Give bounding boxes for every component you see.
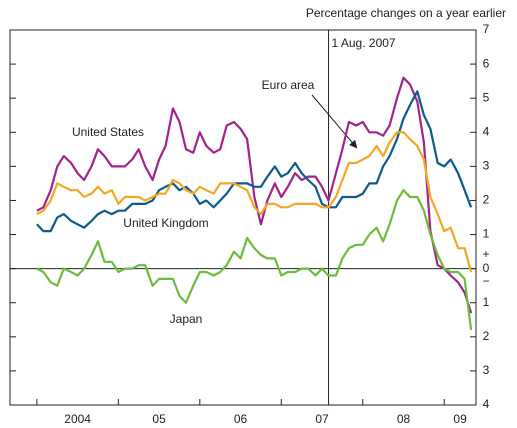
y-tick-label: 3: [483, 159, 490, 173]
x-tick-label: 09: [453, 412, 467, 426]
y-tick-label: 0: [483, 261, 490, 275]
minus-sign: −: [482, 274, 489, 288]
x-tick-label: 08: [397, 412, 411, 426]
y-tick-label: 4: [483, 397, 490, 411]
x-tick-label: 07: [315, 412, 329, 426]
y-tick-label: 1: [483, 227, 490, 241]
plus-sign: +: [482, 247, 489, 261]
series-line: [36, 90, 473, 233]
vline-label: 1 Aug. 2007: [332, 36, 396, 50]
series-label: Euro area: [262, 78, 315, 92]
x-tick-label: 2004: [64, 412, 91, 426]
y-tick-label: 2: [483, 193, 490, 207]
series-label: Japan: [170, 312, 203, 326]
y-tick-label: 3: [483, 363, 490, 377]
series-line: [36, 189, 473, 331]
y-tick-label: 1: [483, 295, 490, 309]
y-tick-label: 2: [483, 329, 490, 343]
x-tick-label: 06: [234, 412, 248, 426]
y-tick-label: 5: [483, 90, 490, 104]
series-line: [36, 131, 473, 273]
y-tick-label: 4: [483, 124, 490, 138]
series-label: United States: [72, 125, 144, 139]
series-line: [36, 76, 473, 314]
y-tick-label: 6: [483, 56, 490, 70]
x-tick-label: 05: [152, 412, 166, 426]
y-tick-label: 7: [483, 22, 490, 36]
series-label: United Kingdom: [123, 216, 208, 230]
euro-arrow: [311, 94, 358, 149]
subtitle: Percentage changes on a year earlier: [306, 6, 506, 20]
plot-frame: [9, 29, 477, 406]
